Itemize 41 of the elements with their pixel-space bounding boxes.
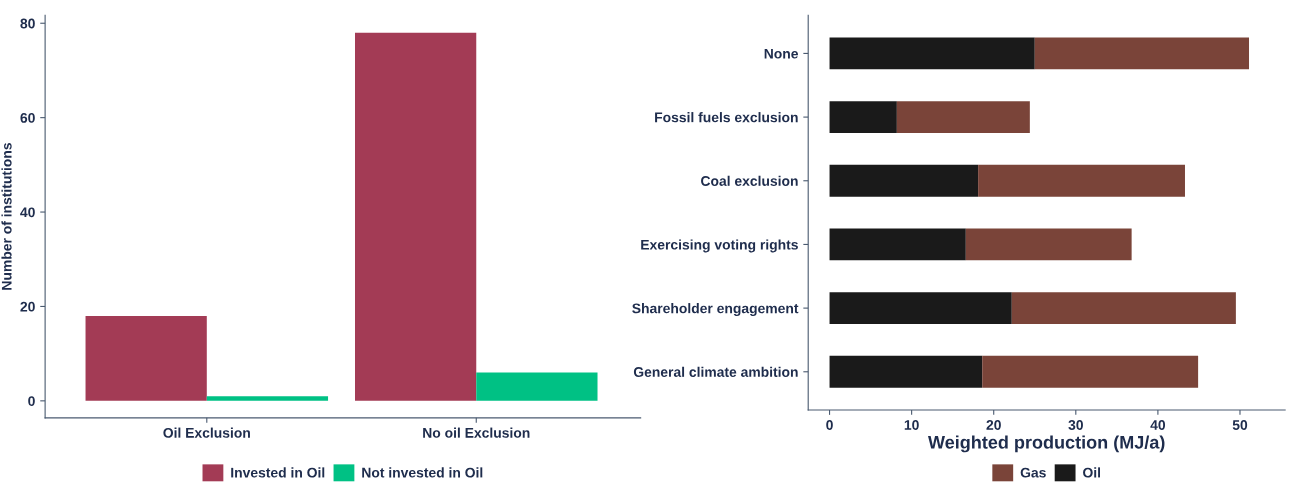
bar	[978, 164, 1185, 197]
bar	[1034, 37, 1250, 70]
x-tick-label: 30	[1068, 420, 1083, 430]
bar	[829, 355, 983, 388]
y-tick-label: Exercising voting rights	[641, 239, 798, 253]
bar	[829, 164, 979, 197]
legend-label: Gas	[1020, 467, 1046, 478]
bar	[829, 101, 897, 134]
y-tick-label: 60	[20, 112, 35, 123]
x-tick-label: No oil Exclusion	[423, 427, 530, 438]
bar	[896, 101, 1030, 134]
legend-label: Invested in Oil	[231, 467, 325, 478]
y-tick-label: Fossil fuels exclusion	[655, 112, 798, 123]
y-tick-label: 20	[20, 301, 35, 312]
bar	[829, 228, 966, 261]
y-tick-label: None	[764, 48, 799, 59]
y-tick-label: 0	[28, 396, 35, 407]
y-tick-label: Shareholder engagement	[632, 303, 799, 317]
y-axis-title: Number of institutions	[1, 143, 12, 290]
legend-label: Not invested in Oil	[362, 467, 483, 478]
y-tick-label: 40	[20, 207, 35, 218]
bar	[206, 396, 329, 401]
x-tick-label: Oil Exclusion	[163, 427, 250, 438]
bar	[829, 292, 1012, 325]
bar	[829, 37, 1035, 70]
y-tick-label: General climate ambition	[633, 366, 798, 377]
y-tick-label: 80	[20, 18, 35, 29]
x-axis-title: Weighted production (MJ/a)	[928, 435, 1165, 453]
x-tick-label: 40	[1150, 420, 1166, 430]
bar	[1011, 292, 1236, 325]
legend-label: Oil	[1083, 467, 1101, 478]
y-tick-label: Coal exclusion	[701, 175, 798, 186]
bar	[476, 372, 598, 401]
bar	[982, 355, 1199, 388]
bar	[965, 228, 1132, 261]
x-tick-label: 50	[1232, 420, 1248, 430]
x-tick-label: 0	[826, 420, 833, 430]
x-tick-label: 20	[986, 420, 1001, 430]
bar	[85, 315, 207, 401]
bar	[355, 32, 477, 401]
x-tick-label: 10	[904, 420, 919, 430]
